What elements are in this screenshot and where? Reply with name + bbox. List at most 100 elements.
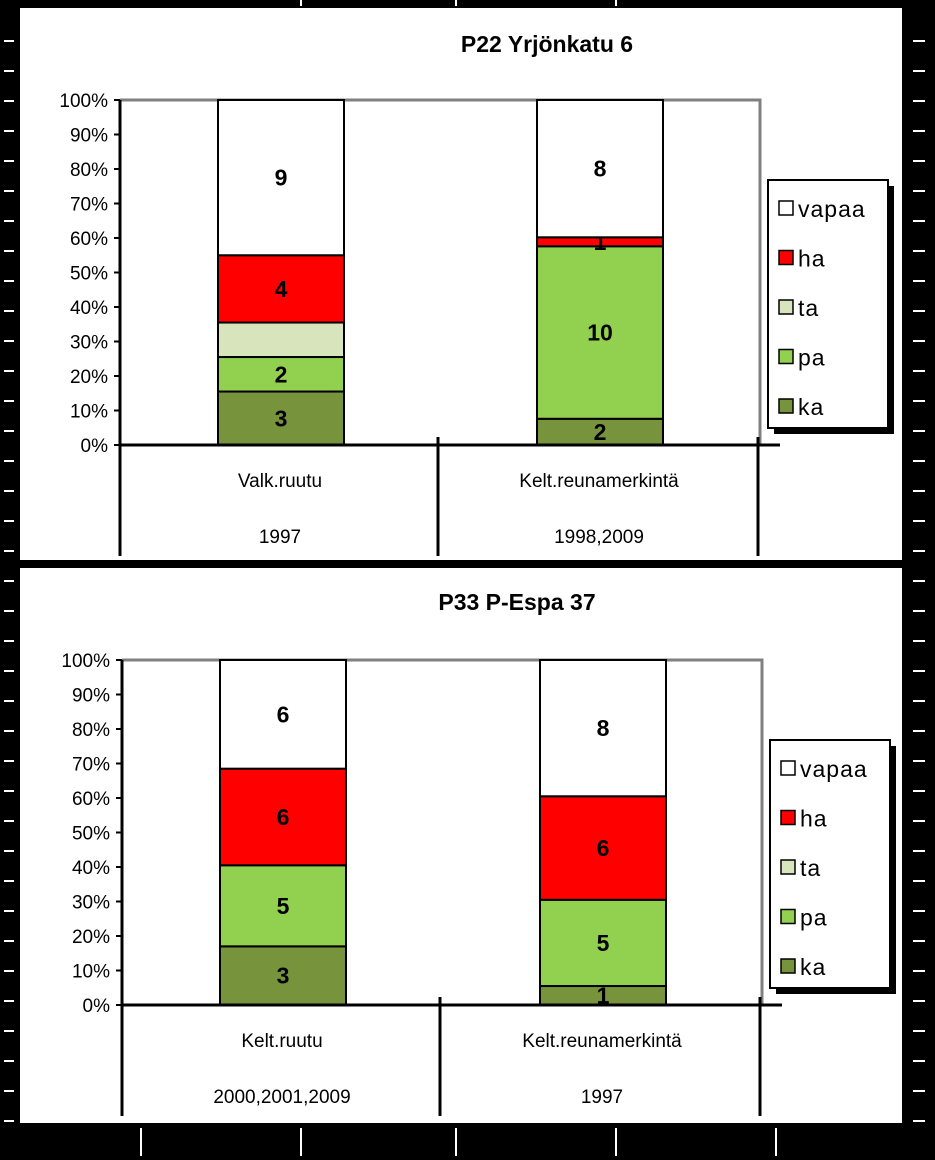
legend-label-ta: ta (800, 855, 821, 881)
frame-tick (913, 400, 925, 402)
category-label: Kelt.reunamerkintä (519, 471, 679, 492)
legend-label-ha: ha (800, 806, 828, 832)
chart-p33: P33 P-Espa 37 0% 10% 20% 30% 40% 50% 60% 70% 80% 9… (61, 589, 896, 1116)
frame-tick (4, 130, 14, 132)
frame-tick (775, 1128, 777, 1156)
data-label-ka: 1 (597, 983, 610, 1009)
frame-tick (615, 1128, 617, 1156)
frame-tick (4, 430, 14, 432)
y-tick-label: 50% (72, 824, 110, 845)
bar-segment-ka (219, 945, 347, 1007)
chart-panel-p33: P33 P-Espa 37 0% 10% 20% 30% 40% 50% 60% 70% 80% 9… (20, 568, 902, 1123)
bar-segment-vapaa (217, 99, 345, 257)
bar-segment-vapaa (536, 99, 664, 239)
category-years: 1998,2009 (554, 527, 644, 548)
frame-tick (4, 520, 14, 522)
frame-tick (4, 370, 14, 372)
frame-tick (913, 610, 925, 612)
frame-tick (913, 190, 925, 192)
frame-tick (913, 70, 925, 72)
frame-tick (913, 430, 925, 432)
frame-tick (913, 550, 925, 552)
frame-tick (913, 910, 925, 912)
frame-tick (913, 1090, 925, 1092)
bar-segment-ha (539, 795, 667, 901)
category-label: Valk.ruutu (238, 471, 322, 492)
y-tick-label: 100% (61, 651, 110, 672)
frame-tick (4, 1000, 14, 1002)
data-label-pa: 10 (587, 320, 613, 346)
frame-tick (913, 220, 925, 222)
category-years: 2000,2001,2009 (213, 1087, 350, 1108)
frame-tick (4, 1060, 14, 1062)
y-tick-label: 40% (70, 298, 108, 319)
y-tick-label: 100% (59, 91, 108, 112)
frame-tick (4, 910, 14, 912)
legend-label-pa: pa (800, 905, 828, 931)
y-tick-label: 20% (72, 927, 110, 948)
frame-tick (913, 790, 925, 792)
frame-tick (4, 280, 14, 282)
frame-tick (913, 130, 925, 132)
frame-tick (4, 1090, 14, 1092)
frame-tick (913, 760, 925, 762)
frame-tick (913, 520, 925, 522)
chart-panel-p22: P22 Yrjönkatu 6 0% 10% 20% 30% 40% 50% 60% 70% 80… (20, 8, 902, 560)
frame-tick (4, 400, 14, 402)
frame-tick (913, 970, 925, 972)
y-tick-label: 50% (70, 264, 108, 285)
y-tick-label: 30% (72, 893, 110, 914)
frame-tick (4, 580, 14, 582)
frame-tick (4, 70, 14, 72)
y-tick-label: 10% (72, 962, 110, 983)
legend-label-vapaa: vapaa (800, 756, 868, 782)
frame-tick (4, 1030, 14, 1032)
legend-swatch-pa (778, 348, 794, 365)
frame-tick (4, 790, 14, 792)
legend-swatch-ka (780, 958, 796, 974)
bar-segment-pa (539, 898, 667, 988)
frame-tick (913, 730, 925, 732)
legend-swatch-ta (780, 859, 796, 875)
frame-tick (913, 1120, 925, 1122)
category-years: 1997 (259, 527, 301, 548)
frame-tick (4, 40, 14, 42)
category-label: Kelt.reunamerkintä (522, 1031, 682, 1052)
legend-swatch-vapaa (780, 760, 796, 776)
frame-tick (615, 0, 617, 6)
bar-segment-ha (217, 254, 345, 324)
bar-segment-pa (536, 245, 664, 420)
data-label-ka: 3 (277, 963, 290, 989)
legend-label-ha: ha (798, 246, 826, 272)
frame-tick (4, 850, 14, 852)
data-label-ha: 6 (277, 804, 290, 830)
frame-tick (4, 820, 14, 822)
y-tick-label: 0% (81, 436, 109, 457)
frame-tick (913, 640, 925, 642)
category-label: Kelt.ruutu (241, 1031, 322, 1052)
frame-tick (4, 670, 14, 672)
bar-segment-ta (217, 321, 345, 359)
frame-tick (913, 1030, 925, 1032)
legend-swatch-pa (780, 908, 796, 925)
frame-tick (913, 820, 925, 822)
frame-tick (455, 0, 457, 6)
data-label-vapaa: 8 (594, 156, 607, 182)
frame-tick (913, 100, 925, 102)
legend-label-ka: ka (798, 394, 824, 420)
frame-tick (913, 580, 925, 582)
y-tick-label: 60% (70, 229, 108, 250)
frame-tick (913, 700, 925, 702)
frame-tick (4, 880, 14, 882)
data-label-ha: 6 (597, 835, 610, 861)
frame-tick (913, 370, 925, 372)
frame-tick (4, 550, 14, 552)
y-tick-label: 90% (70, 126, 108, 147)
legend-label-ka: ka (800, 954, 826, 980)
y-tick-label: 0% (83, 996, 111, 1017)
y-tick-label: 20% (70, 367, 108, 388)
y-tick-label: 10% (70, 402, 108, 423)
legend-swatch-vapaa (778, 200, 794, 216)
frame-tick (4, 970, 14, 972)
frame-tick (4, 640, 14, 642)
